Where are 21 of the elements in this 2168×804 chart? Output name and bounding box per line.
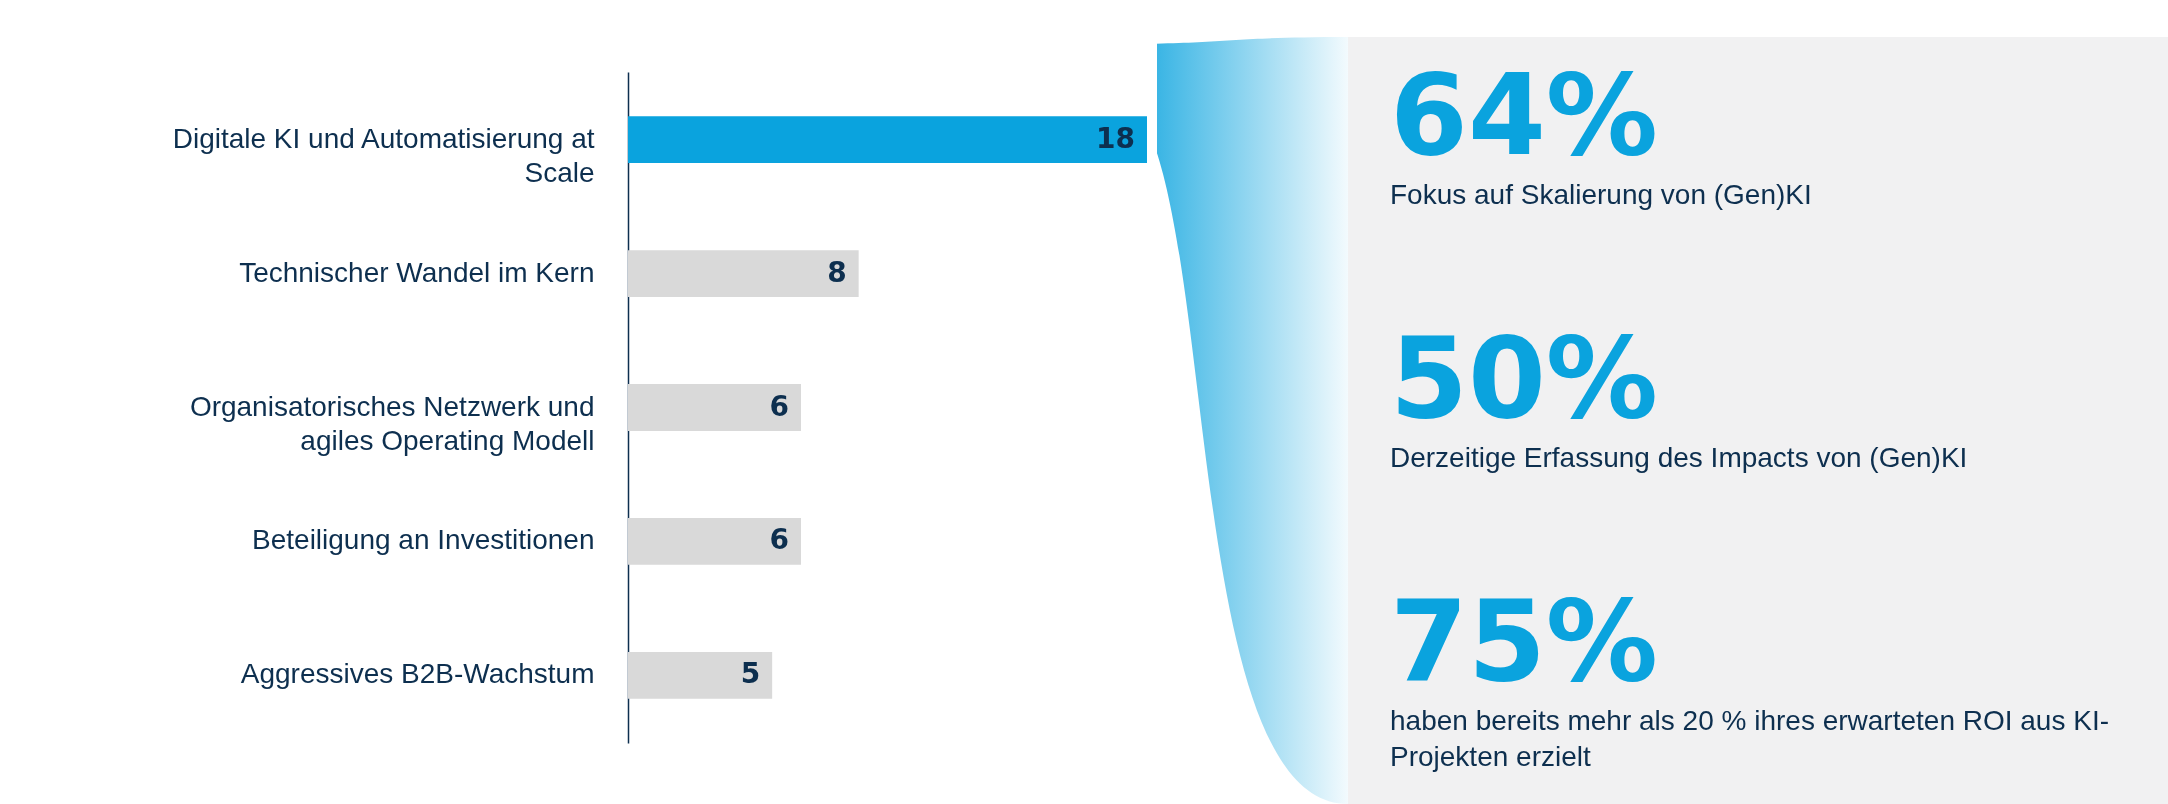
text: Fokus auf Skalierung von (Gen)KI [1390,178,1813,212]
y-tick-label: Digitale KI und Automatisierung at Scale [172,122,595,188]
text: 50% [1390,313,1659,443]
data-label: 6 [769,389,789,423]
bar [628,250,859,298]
y-tick-label: Beteiligung an Investitionen [252,524,595,556]
data-label: 6 [769,523,789,557]
text: haben bereits mehr als 20 % ihres erwarteten ROI aus KI-Projekten erzielt [1390,704,2110,775]
data-label: 8 [827,255,847,289]
bar [628,384,801,431]
bar [628,651,773,699]
y-tick-label: Aggressives B2B-Wachstum [240,658,595,690]
text: 64% [1390,50,1659,180]
y-tick-label: Organisatorisches Netzwerk und agiles Operating Modell [189,390,595,456]
y-tick-label: Technischer Wandel im Kern [239,256,595,288]
bar [628,517,801,565]
data-label: 18 [1096,121,1135,155]
bar [628,116,1147,164]
text: Derzeitige Erfassung des Impacts von (Gen)KI [1390,441,1969,475]
text: 75% [1390,576,1659,706]
data-label: 5 [740,657,761,691]
